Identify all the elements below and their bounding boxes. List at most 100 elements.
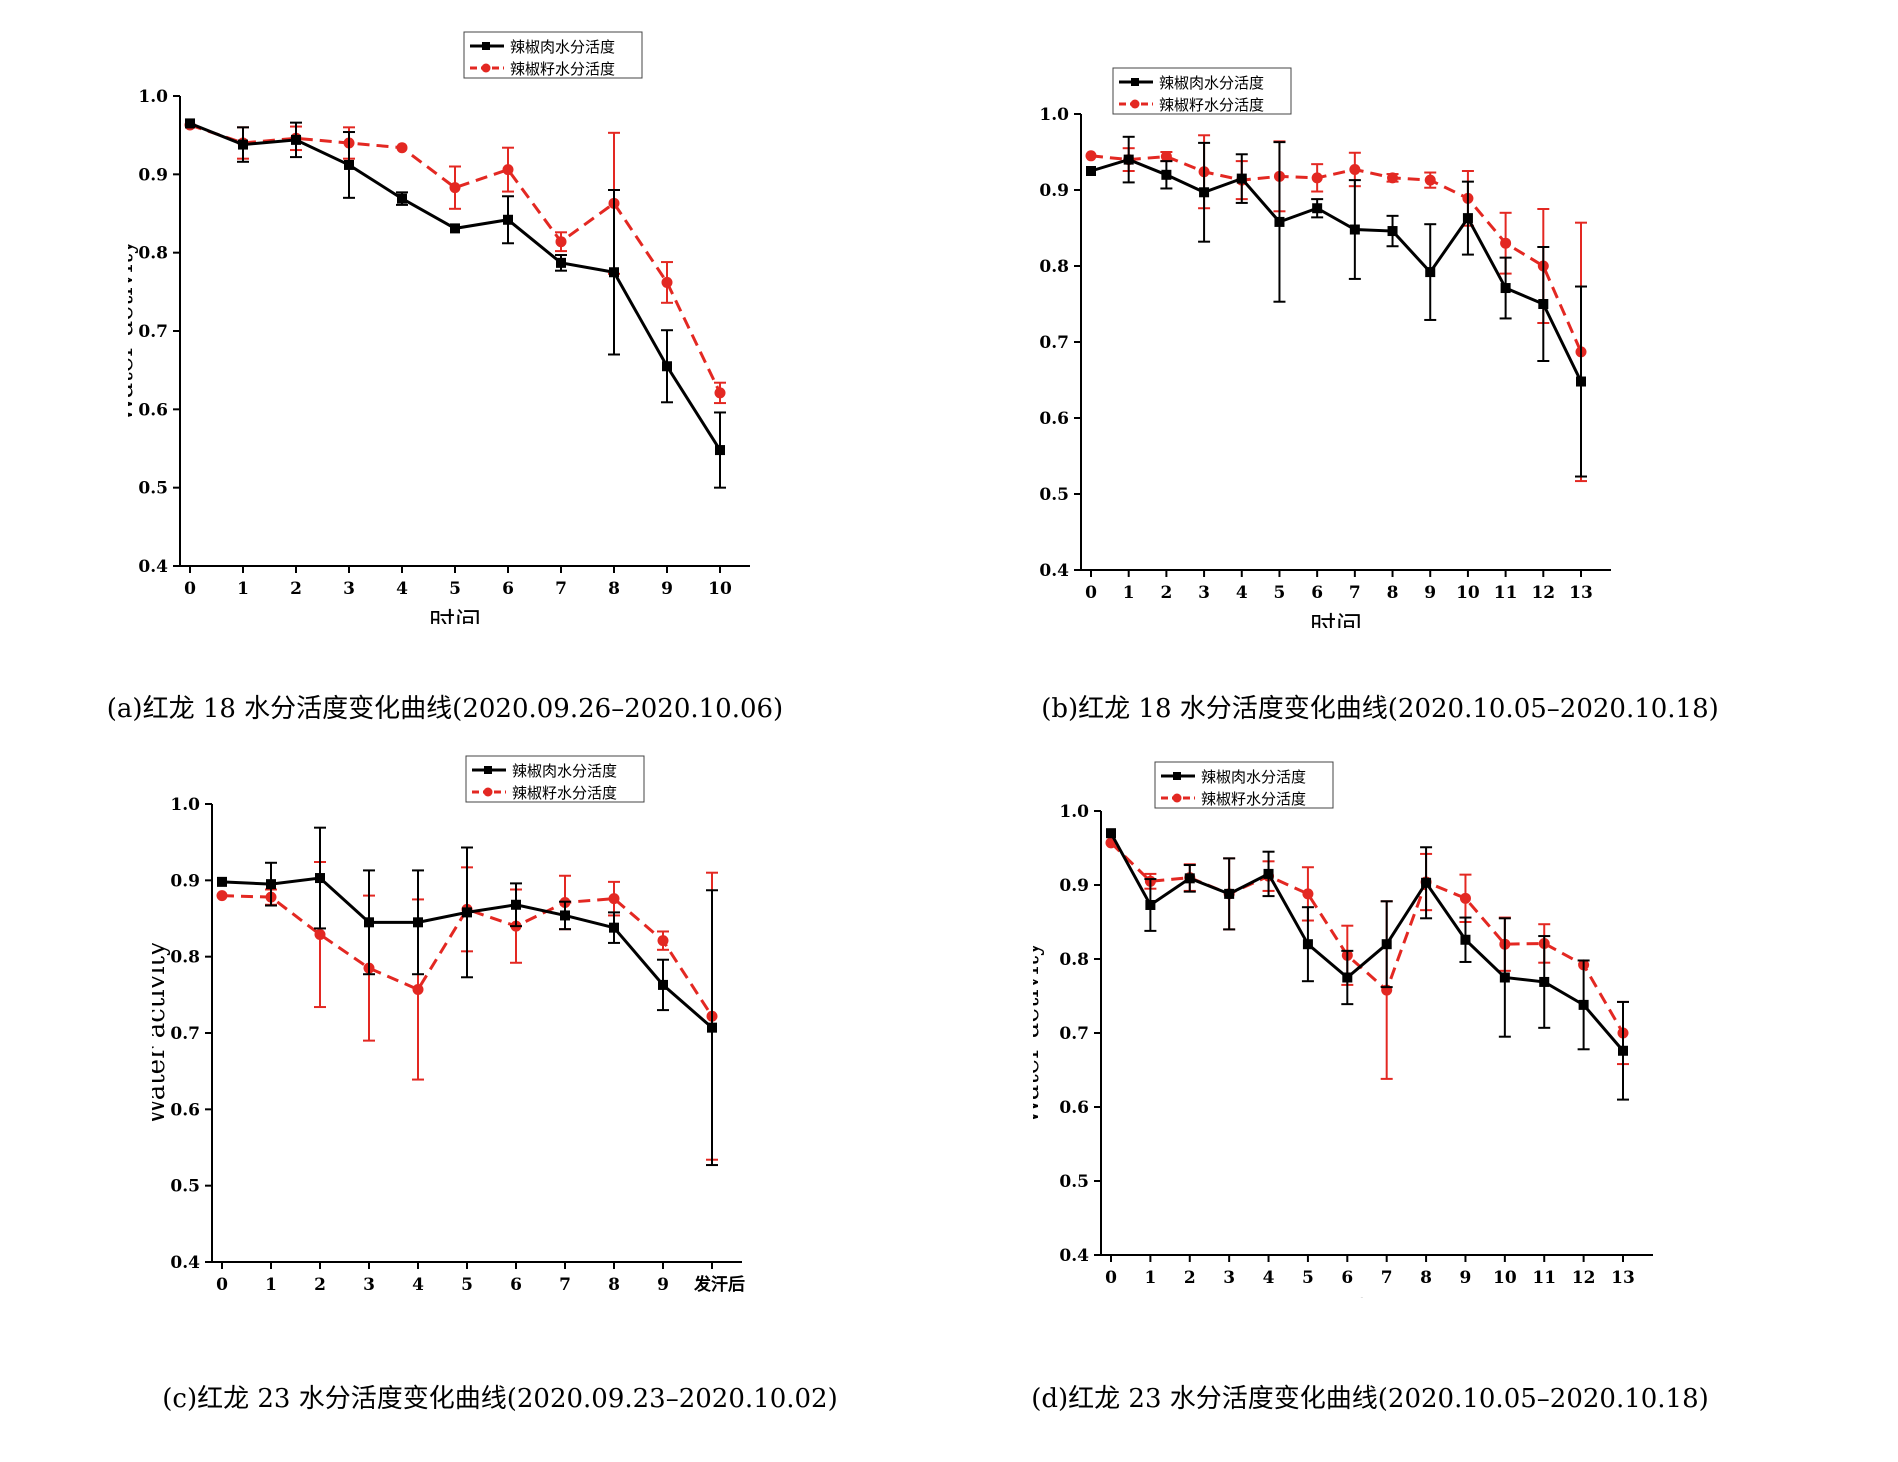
- x-tick-label: 8: [1387, 583, 1399, 603]
- data-point-pulp: [1161, 169, 1172, 180]
- x-tick-label: 2: [314, 1275, 326, 1295]
- data-point-pulp: [1224, 888, 1235, 899]
- data-point-seed: [1311, 172, 1323, 184]
- x-tick-label: 3: [1198, 583, 1210, 603]
- panel-a: 0.40.50.60.70.80.91.0012345678910时间Time/…: [79, 18, 760, 678]
- y-tick-label: 0.4: [138, 557, 168, 577]
- y-tick-label: 0.8: [138, 244, 168, 264]
- y-tick-label: 1.0: [170, 795, 200, 815]
- x-tick-label: 发汗后: [693, 1274, 745, 1295]
- data-point-pulp: [1499, 972, 1510, 983]
- legend-label: 辣椒籽水分活度: [510, 60, 615, 78]
- data-point-pulp: [715, 445, 725, 456]
- data-point-pulp: [450, 223, 460, 234]
- y-tick-label: 0.8: [1059, 950, 1089, 970]
- x-tick-label: 6: [1311, 583, 1323, 603]
- x-tick-label: 0: [184, 579, 196, 599]
- data-point-pulp: [238, 139, 248, 150]
- data-point-pulp: [185, 118, 195, 129]
- legend-marker-circle: [1172, 793, 1182, 803]
- x-tick-label: 13: [1569, 583, 1593, 603]
- x-tick-label: 6: [510, 1275, 522, 1295]
- y-tick-label: 0.5: [170, 1177, 200, 1197]
- data-point-pulp: [1145, 899, 1156, 910]
- legend-box: [465, 755, 645, 803]
- x-tick-label: 7: [1349, 583, 1361, 603]
- x-tick-label: 1: [1144, 1268, 1156, 1288]
- y-tick-label: 1.0: [1039, 105, 1069, 125]
- x-tick-label: 10: [1456, 583, 1480, 603]
- panel-d: 0.40.50.60.70.80.91.0012345678910111213时…: [985, 738, 1723, 1367]
- data-point-pulp: [556, 257, 566, 268]
- legend-marker-circle: [1130, 99, 1140, 109]
- y-tick-label: 0.6: [170, 1100, 200, 1120]
- data-point-pulp: [364, 917, 374, 928]
- data-point-seed: [661, 276, 673, 288]
- data-point-pulp: [560, 910, 570, 921]
- y-tick-label: 0.8: [1039, 257, 1069, 277]
- x-tick-label: 3: [363, 1275, 375, 1295]
- x-tick-label: 3: [343, 579, 355, 599]
- legend-label: 辣椒籽水分活度: [1201, 790, 1306, 808]
- data-point-seed: [1424, 174, 1436, 186]
- caption-c: (c)红龙 23 水分活度变化曲线(2020.09.23–2020.10.02): [162, 1384, 838, 1414]
- y-tick-label: 0.4: [1059, 1246, 1089, 1266]
- y-tick-label: 0.5: [138, 479, 168, 499]
- x-tick-label: 0: [216, 1275, 228, 1295]
- data-point-pulp: [1538, 299, 1549, 309]
- y-tick-label: 1.0: [138, 87, 168, 107]
- x-tick-label: 7: [559, 1275, 571, 1295]
- x-tick-label: 7: [1381, 1268, 1393, 1288]
- x-tick-label: 1: [237, 579, 249, 599]
- x-tick-label: 1: [1123, 583, 1135, 603]
- legend-label: 辣椒籽水分活度: [512, 784, 617, 802]
- y-tick-label: 0.7: [1059, 1024, 1089, 1044]
- data-point-pulp: [1618, 1045, 1628, 1056]
- x-tick-label: 10: [1493, 1268, 1517, 1288]
- caption-d: (d)红龙 23 水分活度变化曲线(2020.10.05–2020.10.18): [1031, 1384, 1709, 1414]
- x-tick-label: 7: [555, 579, 567, 599]
- data-point-pulp: [503, 214, 513, 225]
- data-point-seed: [502, 164, 514, 176]
- chart-c: 0.40.50.60.70.80.91.00123456789发汗后时间Time…: [111, 755, 745, 1374]
- legend-marker-square: [1131, 78, 1139, 86]
- legend-box: [1112, 67, 1292, 115]
- data-point-seed: [216, 890, 228, 902]
- y-tick-label: 0.7: [1039, 333, 1069, 353]
- y-axis-sublabel: Water activity: [128, 239, 139, 423]
- data-point-seed: [1387, 172, 1399, 184]
- legend-label: 辣椒肉水分活度: [1159, 74, 1264, 92]
- data-point-seed: [1302, 888, 1314, 900]
- data-point-pulp: [1387, 226, 1398, 237]
- data-point-pulp: [1342, 972, 1353, 983]
- data-point-seed: [1349, 163, 1361, 175]
- x-tick-label: 6: [1341, 1268, 1353, 1288]
- x-axis-label: 时间: [1310, 612, 1362, 628]
- data-point-pulp: [397, 193, 407, 204]
- chart-b: 0.40.50.60.70.80.91.00 1 2 3 4 5 6 7 8 9 10 11 12 13时…: [965, 67, 1611, 682]
- legend-marker-square: [484, 766, 492, 774]
- y-tick-label: 0.5: [1059, 1172, 1089, 1192]
- data-point-seed: [1085, 150, 1097, 162]
- x-tick-label: 11: [1532, 1268, 1556, 1288]
- legend-marker-circle: [483, 787, 493, 797]
- y-tick-label: 1.0: [1059, 802, 1089, 822]
- x-axis-label: 时间: [1341, 1297, 1393, 1298]
- data-point-pulp: [707, 1022, 717, 1033]
- data-point-pulp: [1106, 828, 1116, 839]
- data-point-seed: [1459, 892, 1471, 904]
- x-tick-label: 6: [502, 579, 514, 599]
- data-point-seed: [1160, 151, 1172, 163]
- x-tick-label: 12: [1572, 1268, 1596, 1288]
- series-line-pulp: [1109, 832, 1625, 1052]
- data-point-pulp: [1199, 187, 1210, 198]
- legend-marker-square: [482, 42, 490, 50]
- data-point-pulp: [1123, 154, 1134, 165]
- data-point-pulp: [315, 873, 325, 884]
- y-tick-label: 0.9: [1039, 181, 1069, 201]
- data-point-seed: [657, 935, 669, 947]
- data-point-pulp: [662, 361, 672, 372]
- data-point-pulp: [1381, 939, 1392, 950]
- data-point-pulp: [1462, 213, 1473, 224]
